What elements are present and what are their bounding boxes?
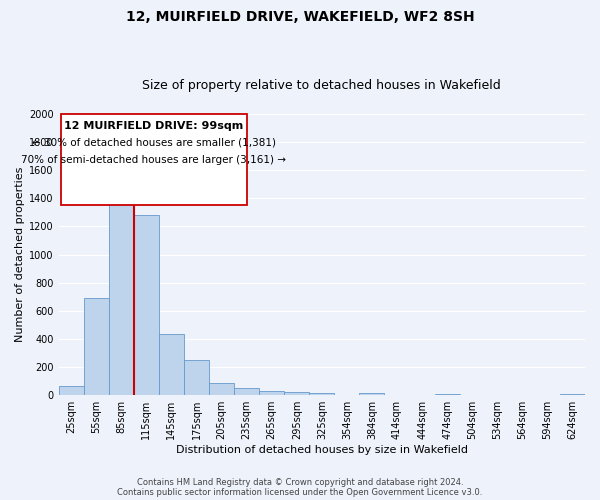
FancyBboxPatch shape — [61, 114, 247, 206]
Text: 12 MUIRFIELD DRIVE: 99sqm: 12 MUIRFIELD DRIVE: 99sqm — [64, 121, 244, 131]
X-axis label: Distribution of detached houses by size in Wakefield: Distribution of detached houses by size … — [176, 445, 468, 455]
Bar — [560, 394, 585, 395]
Bar — [434, 394, 460, 395]
Bar — [184, 360, 209, 395]
Text: 12, MUIRFIELD DRIVE, WAKEFIELD, WF2 8SH: 12, MUIRFIELD DRIVE, WAKEFIELD, WF2 8SH — [125, 10, 475, 24]
Bar — [134, 215, 159, 395]
Bar — [109, 164, 134, 395]
Bar — [259, 392, 284, 395]
Text: Contains HM Land Registry data © Crown copyright and database right 2024.: Contains HM Land Registry data © Crown c… — [137, 478, 463, 487]
Bar — [359, 392, 385, 395]
Bar — [84, 298, 109, 395]
Text: 70% of semi-detached houses are larger (3,161) →: 70% of semi-detached houses are larger (… — [22, 155, 286, 165]
Bar — [234, 388, 259, 395]
Bar — [159, 334, 184, 395]
Bar — [284, 392, 309, 395]
Bar — [309, 393, 334, 395]
Y-axis label: Number of detached properties: Number of detached properties — [15, 167, 25, 342]
Title: Size of property relative to detached houses in Wakefield: Size of property relative to detached ho… — [142, 79, 501, 92]
Bar — [209, 382, 234, 395]
Text: Contains public sector information licensed under the Open Government Licence v3: Contains public sector information licen… — [118, 488, 482, 497]
Bar — [59, 386, 84, 395]
Text: ← 30% of detached houses are smaller (1,381): ← 30% of detached houses are smaller (1,… — [32, 138, 276, 148]
